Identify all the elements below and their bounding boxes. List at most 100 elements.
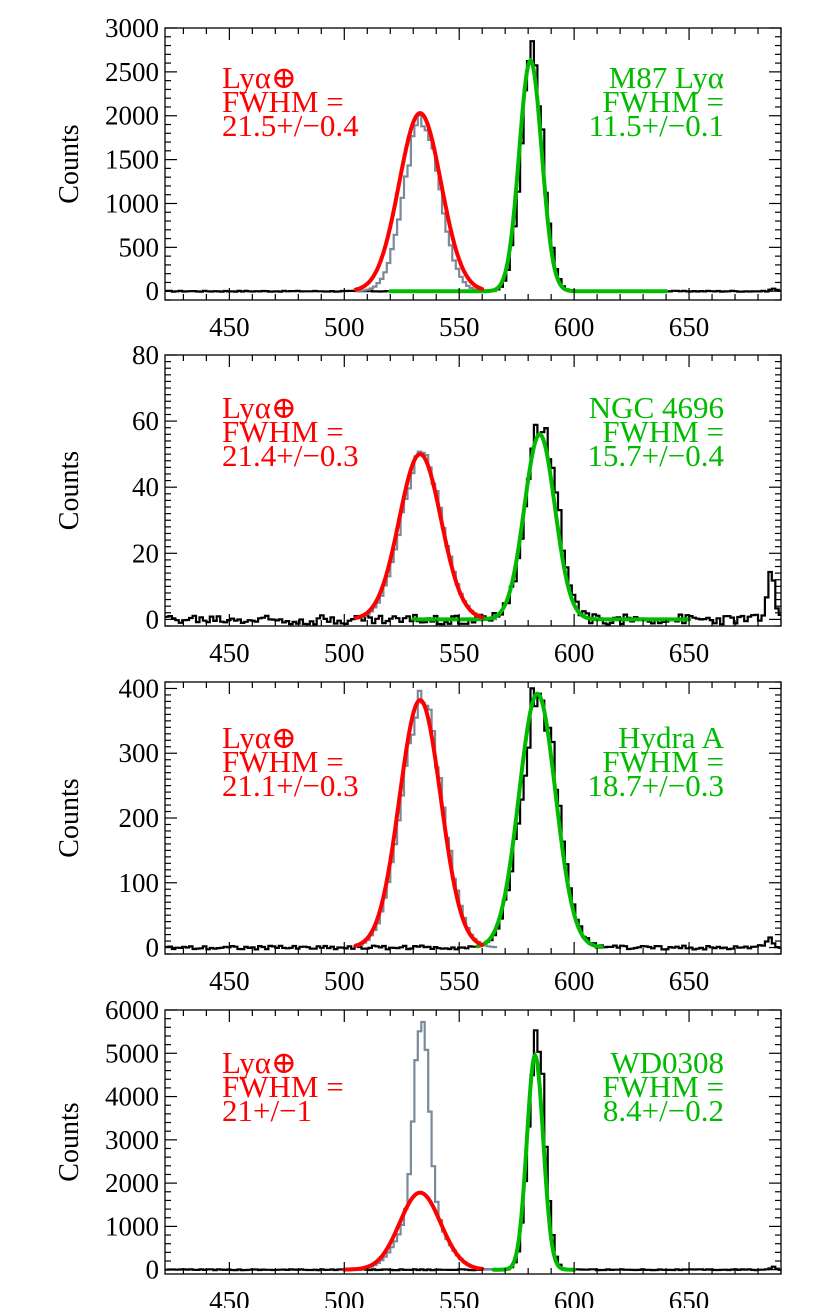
sky-histogram <box>355 1020 498 1271</box>
y-axis-label: Counts <box>54 778 85 857</box>
sky-annotation: Lyα⊕ FWHM = 21.5+/−0.4 <box>222 60 359 143</box>
x-tick-label: 500 <box>324 312 365 342</box>
sky-annotation: Lyα⊕ FWHM = 21+/−1 <box>222 1045 344 1128</box>
annotation-line: Lyα⊕ <box>222 1045 297 1080</box>
panel-4: 450 500 550 600 650 0 1000 2000 3000 4000 5000 6000… <box>54 995 782 1308</box>
x-tick-label: 450 <box>209 1286 250 1308</box>
annotation-line: 18.7+/−0.3 <box>587 768 724 803</box>
annotation-line: 21.4+/−0.3 <box>222 438 359 473</box>
annotation-line: 8.4+/−0.2 <box>603 1093 724 1128</box>
target-annotation: NGC 4696 FWHM = 15.7+/−0.4 <box>587 390 724 473</box>
annotation-line: Lyα⊕ <box>222 390 297 425</box>
sky-gaussian-fit <box>342 1190 485 1272</box>
annotation-line: Lyα⊕ <box>222 60 297 95</box>
y-tick-label: 80 <box>132 340 159 370</box>
y-tick-label: 40 <box>132 472 159 502</box>
y-tick-label: 5000 <box>105 1038 159 1068</box>
x-tick-label: 650 <box>669 966 710 996</box>
annotation-line: 21.5+/−0.4 <box>222 108 359 143</box>
plot-area <box>165 687 781 951</box>
annotation-line: M87 Lyα <box>609 60 724 95</box>
y-tick-label: 0 <box>146 276 160 306</box>
x-tick-label: 450 <box>209 312 250 342</box>
y-tick-label: 2500 <box>105 57 159 87</box>
y-tick-label: 1000 <box>105 1211 159 1241</box>
y-tick-label: 0 <box>146 1255 160 1285</box>
y-tick-label: 3000 <box>105 13 159 43</box>
target-annotation: WD0308 FWHM = 8.4+/−0.2 <box>602 1045 724 1128</box>
annotation-line: FWHM = <box>222 414 344 449</box>
sky-gaussian-fit <box>353 452 485 620</box>
x-tick-label: 550 <box>439 312 480 342</box>
sky-gaussian-fit <box>353 111 485 292</box>
annotation-line: 21.1+/−0.3 <box>222 768 359 803</box>
y-axis-label: Counts <box>54 451 85 530</box>
target-histogram <box>165 423 781 626</box>
annotation-line: FWHM = <box>222 84 344 119</box>
x-tick-label: 650 <box>669 638 710 668</box>
annotation-line: NGC 4696 <box>589 390 724 425</box>
axes-frame <box>164 1009 782 1275</box>
y-tick-label: 0 <box>146 933 160 963</box>
x-tick-label: 550 <box>439 966 480 996</box>
annotation-line: 11.5+/−0.1 <box>589 108 724 143</box>
annotation-line: FWHM = <box>222 744 344 779</box>
x-tick-label: 500 <box>324 1286 365 1308</box>
axes-frame <box>164 354 782 627</box>
y-tick-label: 20 <box>132 538 159 568</box>
y-tick-label: 6000 <box>105 995 159 1025</box>
y-tick-label: 0 <box>146 604 160 634</box>
plot-area <box>165 1020 781 1272</box>
annotation-line: WD0308 <box>610 1045 724 1080</box>
x-tick-label: 600 <box>554 312 595 342</box>
x-tick-label: 500 <box>324 638 365 668</box>
annotation-line: 15.7+/−0.4 <box>587 438 724 473</box>
x-tick-label: 450 <box>209 638 250 668</box>
annotation-line: FWHM = <box>222 1069 344 1104</box>
target-annotation: Hydra A FWHM = 18.7+/−0.3 <box>587 720 724 803</box>
y-tick-label: 2000 <box>105 1168 159 1198</box>
target-histogram <box>165 687 781 951</box>
sky-histogram <box>355 689 498 949</box>
target-gaussian-fit <box>491 1051 577 1272</box>
target-annotation: M87 Lyα FWHM = 11.5+/−0.1 <box>589 60 724 143</box>
annotation-line: FWHM = <box>602 1069 724 1104</box>
x-tick-label: 550 <box>439 1286 480 1308</box>
y-tick-label: 1500 <box>105 145 159 175</box>
annotation-line: Lyα⊕ <box>222 720 297 755</box>
panel-1: 450 500 550 600 650 0 500 1000 1500 2000 2500 3000 C… <box>54 13 782 342</box>
y-tick-label: 200 <box>119 803 160 833</box>
x-tick-label: 500 <box>324 966 365 996</box>
y-tick-label: 400 <box>119 673 160 703</box>
x-tick-label: 600 <box>554 638 595 668</box>
y-tick-label: 300 <box>119 738 160 768</box>
axes-frame <box>164 27 782 301</box>
x-tick-label: 550 <box>439 638 480 668</box>
target-gaussian-fit <box>475 691 604 949</box>
sky-gaussian-fit <box>353 697 485 948</box>
y-tick-label: 100 <box>119 868 160 898</box>
y-tick-label: 2000 <box>105 101 159 131</box>
sky-histogram <box>355 114 498 293</box>
y-tick-label: 60 <box>132 406 159 436</box>
annotation-line: FWHM = <box>602 414 724 449</box>
target-gaussian-fit <box>388 57 669 294</box>
sky-histogram <box>355 450 498 621</box>
x-tick-label: 650 <box>669 312 710 342</box>
target-histogram <box>165 1029 781 1272</box>
plot-area <box>165 40 781 294</box>
annotation-line: FWHM = <box>602 744 724 779</box>
x-tick-label: 600 <box>554 966 595 996</box>
annotation-line: FWHM = <box>602 84 724 119</box>
y-axis-label: Counts <box>54 1102 85 1181</box>
annotation-line: Hydra A <box>618 720 725 755</box>
y-tick-label: 4000 <box>105 1082 159 1112</box>
y-tick-label: 3000 <box>105 1125 159 1155</box>
y-tick-label: 500 <box>119 232 160 262</box>
x-tick-label: 650 <box>669 1286 710 1308</box>
sky-annotation: Lyα⊕ FWHM = 21.1+/−0.3 <box>222 720 359 803</box>
annotation-line: 21+/−1 <box>222 1093 312 1128</box>
